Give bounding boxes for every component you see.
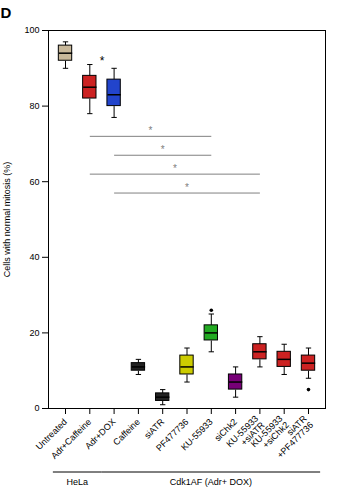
svg-text:*: * (149, 125, 153, 136)
svg-text:D: D (1, 4, 12, 21)
svg-text:*: * (100, 54, 105, 68)
svg-text:siATR+PF477736: siATR+PF477736 (269, 413, 316, 460)
svg-text:60: 60 (29, 177, 39, 187)
svg-text:*: * (185, 182, 189, 193)
svg-text:*: * (161, 144, 165, 155)
svg-text:Cdk1AF (Adr+ DOX): Cdk1AF (Adr+ DOX) (170, 477, 252, 487)
svg-text:0: 0 (34, 403, 39, 413)
svg-text:100: 100 (24, 25, 39, 35)
svg-text:Cells with normal mitosis (%): Cells with normal mitosis (%) (2, 162, 12, 278)
svg-text:HeLa: HeLa (66, 477, 88, 487)
svg-text:*: * (173, 163, 177, 174)
svg-text:Caffeine: Caffeine (111, 417, 142, 448)
svg-text:20: 20 (29, 328, 39, 338)
svg-text:Adr+Caffeine: Adr+Caffeine (49, 417, 93, 461)
svg-text:Adr+DOX: Adr+DOX (83, 417, 117, 451)
svg-text:KU-55933: KU-55933 (179, 417, 215, 453)
svg-text:80: 80 (29, 101, 39, 111)
svg-text:40: 40 (29, 252, 39, 262)
